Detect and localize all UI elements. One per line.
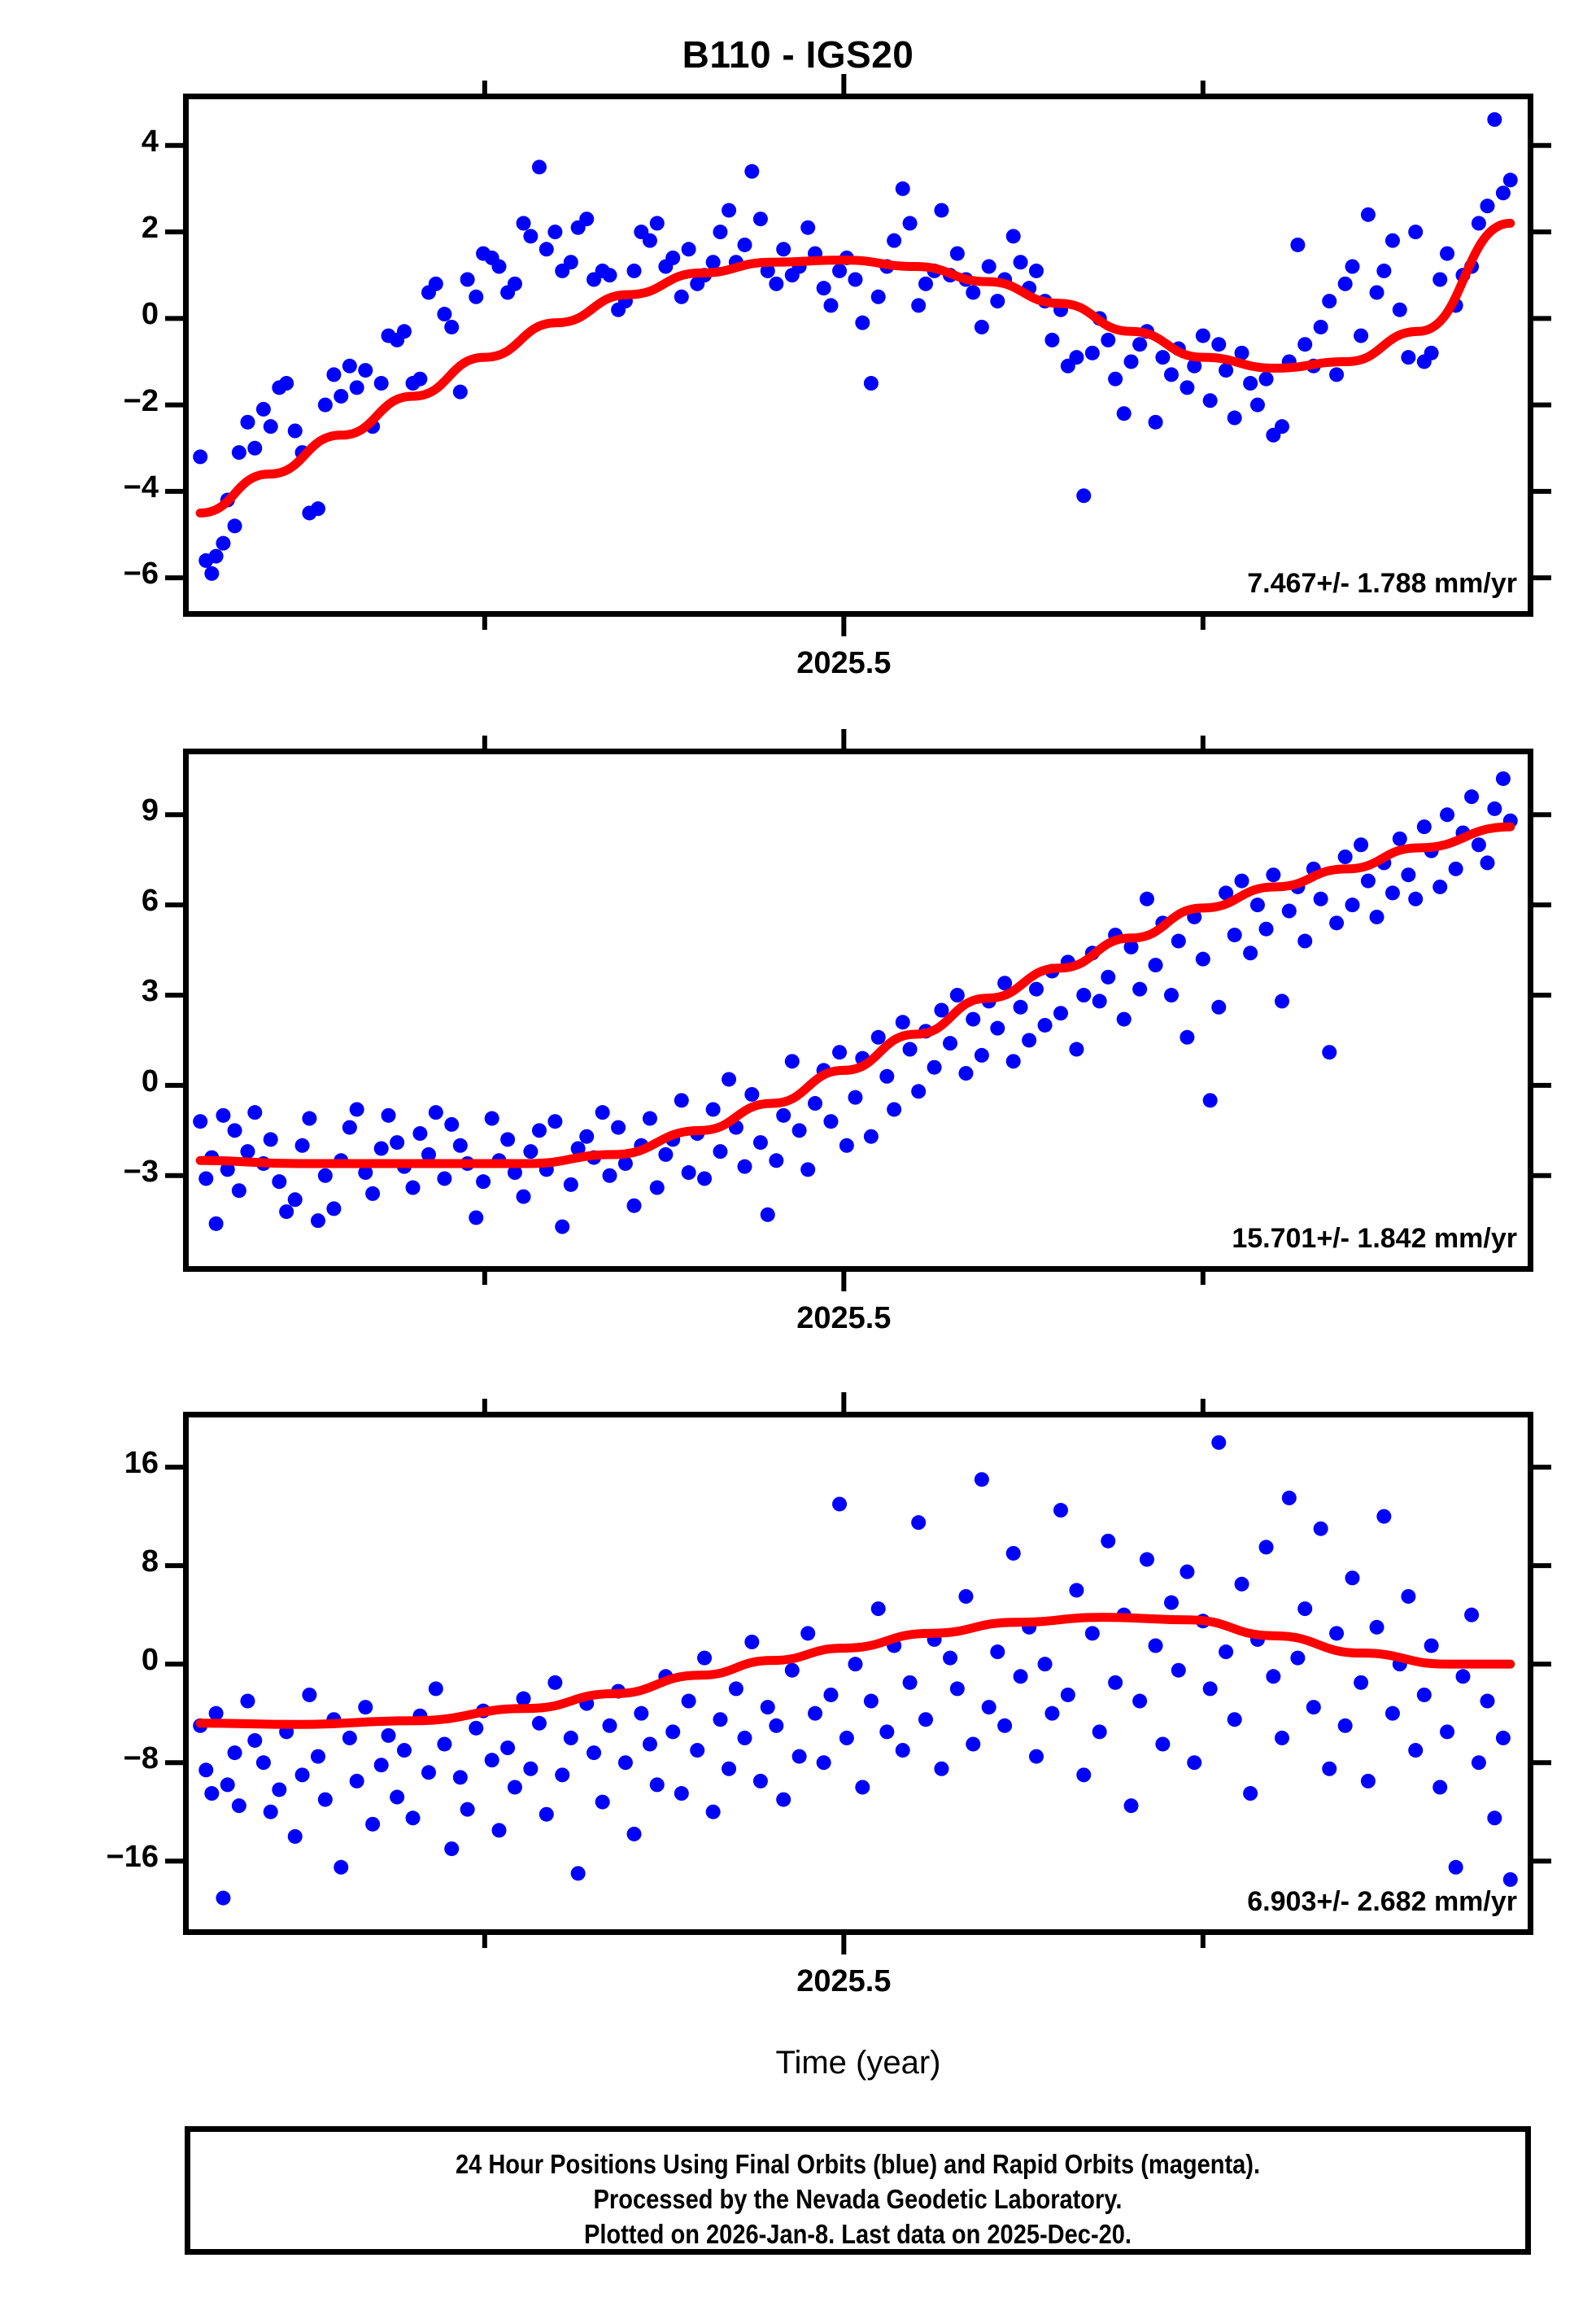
plot-area-north	[165, 729, 1551, 1291]
rate-annotation-north: 15.701+/- 1.842 mm/yr	[1232, 1223, 1517, 1254]
trend-line-north	[195, 822, 1515, 1168]
xtick-label-north: 2025.5	[796, 1301, 892, 1335]
ytick-label-north-2: 3	[141, 974, 159, 1009]
xtick-label-up: 2025.5	[796, 1964, 892, 1998]
trend-line-east	[195, 218, 1515, 518]
ytick-label-east-5: −6	[123, 557, 159, 592]
ytick-label-up-1: 8	[141, 1544, 159, 1579]
panel-north	[165, 729, 1551, 1291]
trend-line-up	[195, 1613, 1515, 1729]
ytick-label-east-1: 2	[141, 211, 159, 246]
panel-up	[165, 1392, 1551, 1954]
rate-annotation-east: 7.467+/- 1.788 mm/yr	[1247, 568, 1517, 599]
rate-annotation-up: 6.903+/- 2.682 mm/yr	[1247, 1886, 1517, 1917]
footer-note-box: 24 Hour Positions Using Final Orbits (bl…	[185, 2126, 1531, 2255]
ytick-label-east-0: 4	[141, 124, 159, 159]
ytick-label-east-4: −4	[123, 469, 159, 504]
data-points-north	[193, 771, 1518, 1234]
ytick-label-up-2: 0	[141, 1643, 159, 1678]
footer-line-1: 24 Hour Positions Using Final Orbits (bl…	[455, 2149, 1261, 2179]
page-title: B110 - IGS20	[682, 33, 914, 76]
axis-label-time: Time (year)	[775, 2045, 941, 2081]
plot-frame-up	[183, 1412, 1533, 1935]
footer-line-3: Plotted on 2026-Jan-8. Last data on 2025…	[583, 2219, 1132, 2249]
plot-area-east	[165, 74, 1551, 636]
xtick-label-east: 2025.5	[796, 646, 892, 680]
ytick-label-east-3: −2	[123, 383, 159, 418]
footer-line-2: Processed by the Nevada Geodetic Laborat…	[593, 2184, 1123, 2214]
plot-frame-north	[183, 749, 1533, 1272]
ytick-label-up-3: −8	[123, 1741, 159, 1776]
ytick-label-north-0: 9	[141, 793, 159, 828]
ytick-label-north-4: −3	[123, 1154, 159, 1189]
ytick-label-up-0: 16	[124, 1446, 159, 1481]
ytick-label-north-3: 0	[141, 1063, 159, 1098]
panel-east	[165, 74, 1551, 636]
ytick-label-up-4: −16	[106, 1840, 159, 1875]
plot-frame-east	[183, 94, 1533, 617]
ytick-label-east-2: 0	[141, 297, 159, 332]
ytick-label-north-1: 6	[141, 884, 159, 919]
plot-area-up	[165, 1392, 1551, 1954]
